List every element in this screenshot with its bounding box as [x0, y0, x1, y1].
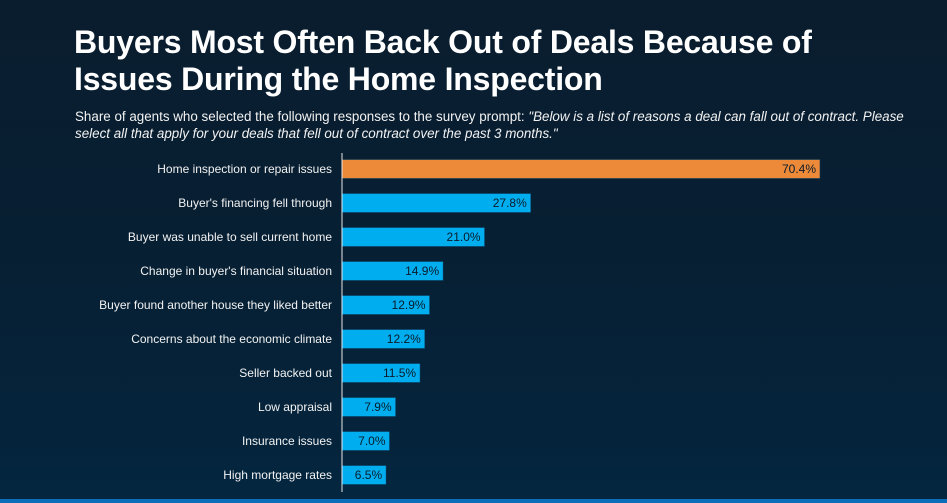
data-label: 12.2% — [387, 332, 421, 346]
category-label: Home inspection or repair issues — [157, 162, 332, 176]
bottom-accent-bar — [0, 499, 947, 503]
category-label: High mortgage rates — [223, 468, 332, 482]
category-label: Change in buyer's financial situation — [140, 264, 332, 278]
chart-title: Buyers Most Often Back Out of Deals Beca… — [74, 24, 812, 97]
category-label: Seller backed out — [239, 366, 332, 380]
bar — [341, 159, 821, 179]
data-label: 27.8% — [493, 196, 527, 210]
chart-subtitle: Share of agents who selected the followi… — [75, 108, 905, 142]
category-label: Insurance issues — [242, 434, 332, 448]
data-label: 70.4% — [782, 162, 816, 176]
data-label: 6.5% — [355, 468, 383, 482]
category-label: Buyer found another house they liked bet… — [99, 298, 332, 312]
data-label: 7.0% — [358, 434, 386, 448]
data-label: 12.9% — [392, 298, 426, 312]
category-label: Concerns about the economic climate — [131, 332, 332, 346]
subtitle-lead: Share of agents who selected the followi… — [75, 109, 529, 124]
data-label: 21.0% — [447, 230, 481, 244]
data-label: 11.5% — [383, 366, 416, 380]
data-label: 7.9% — [364, 400, 392, 414]
category-label: Buyer was unable to sell current home — [128, 230, 332, 244]
category-label: Low appraisal — [258, 400, 332, 414]
subtitle-quote: "Below is a list of reasons a deal can f… — [75, 109, 904, 141]
category-label: Buyer's financing fell through — [178, 196, 332, 210]
data-label: 14.9% — [405, 264, 439, 278]
